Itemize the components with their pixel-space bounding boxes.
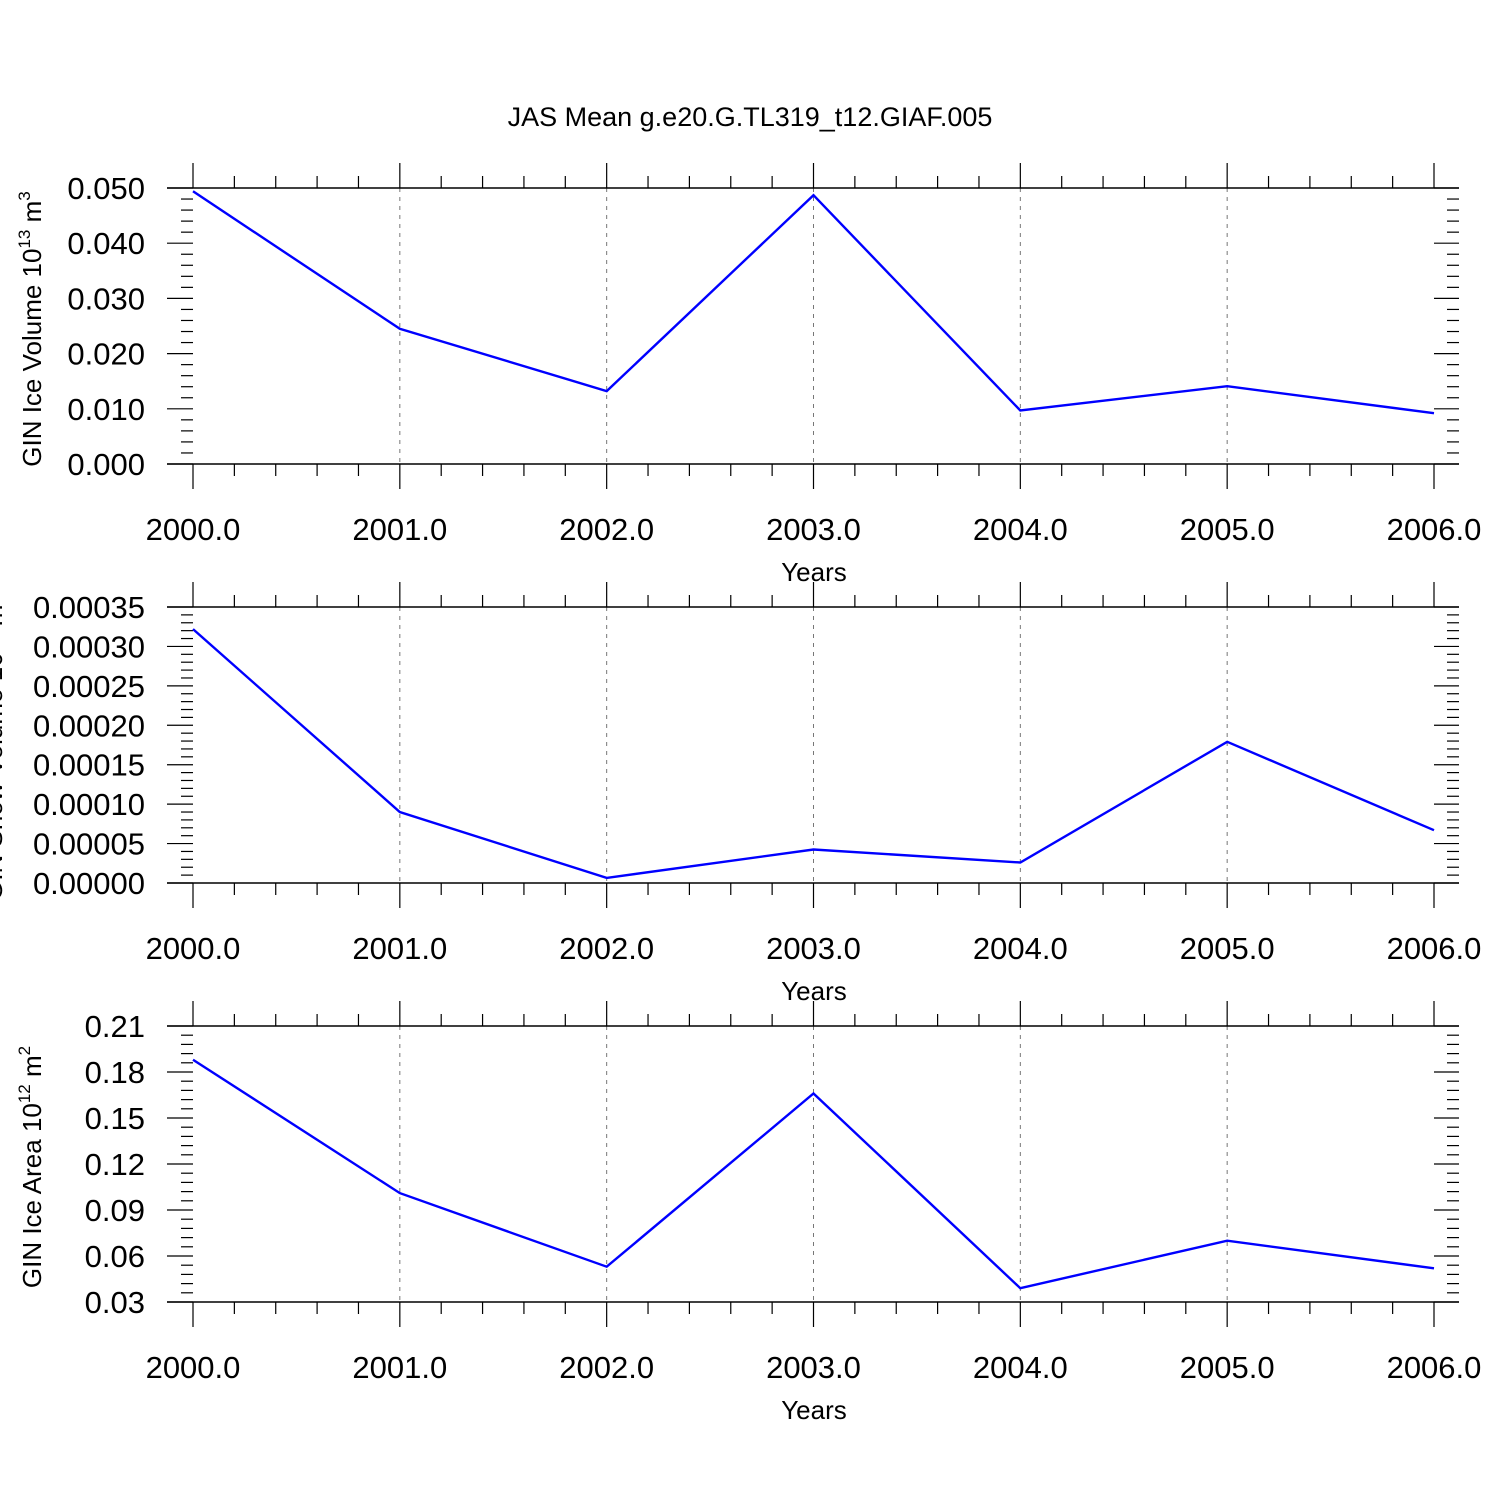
y-axis-title: GIN Ice Volume 1013 m3	[15, 191, 47, 467]
x-tick-label: 2005.0	[1180, 931, 1275, 966]
x-tick-label: 2004.0	[973, 512, 1068, 547]
y-tick-label: 0.030	[67, 281, 145, 316]
y-axis-title: GIN Ice Area 1012 m2	[15, 1046, 47, 1288]
x-tick-label: 2006.0	[1387, 1350, 1482, 1385]
x-axis-title: Years	[781, 1395, 847, 1425]
series-line	[192, 628, 1435, 880]
y-axis-title-part: GIN Ice Area 10	[17, 1103, 47, 1288]
series-line	[192, 190, 1435, 415]
chart-title: JAS Mean g.e20.G.TL319_t12.GIAF.005	[508, 102, 993, 132]
x-tick-label: 2000.0	[146, 931, 241, 966]
y-tick-label: 0.21	[85, 1009, 145, 1044]
x-tick-label: 2004.0	[973, 931, 1068, 966]
y-tick-label: 0.00030	[33, 629, 145, 664]
y-tick-label: 0.010	[67, 392, 145, 427]
y-tick-label: 0.09	[85, 1193, 145, 1228]
x-tick-label: 2002.0	[559, 512, 654, 547]
x-tick-label: 2003.0	[766, 512, 861, 547]
y-tick-label: 0.040	[67, 226, 145, 261]
y-axis-title-part: m	[0, 605, 8, 634]
y-axis-title-part: m	[17, 201, 47, 230]
x-tick-label: 2005.0	[1180, 1350, 1275, 1385]
y-axis-title-part: 13	[15, 230, 34, 249]
y-tick-label: 0.00035	[33, 590, 145, 625]
panel-3: 2000.0 2001.0 2002.0 2003.0 2004.0 2005.0 2006…	[15, 1001, 1481, 1425]
y-tick-label: 0.03	[85, 1285, 145, 1320]
x-tick-label: 2003.0	[766, 1350, 861, 1385]
x-tick-label: 2001.0	[352, 931, 447, 966]
x-tick-label: 2000.0	[146, 512, 241, 547]
x-tick-label: 2005.0	[1180, 512, 1275, 547]
y-axis-title-part: 2	[15, 1046, 34, 1055]
y-tick-label: 0.12	[85, 1147, 145, 1182]
y-tick-label: 0.000	[67, 447, 145, 482]
x-tick-label: 2006.0	[1387, 931, 1482, 966]
x-tick-label: 2004.0	[973, 1350, 1068, 1385]
x-tick-label: 2006.0	[1387, 512, 1482, 547]
x-tick-label: 2001.0	[352, 512, 447, 547]
y-tick-label: 0.15	[85, 1101, 145, 1136]
x-tick-label: 2002.0	[559, 1350, 654, 1385]
y-tick-label: 0.020	[67, 337, 145, 372]
panel-2: 2000.0 2001.0 2002.0 2003.0 2004.0 2005.0 2006…	[0, 582, 1481, 1006]
x-tick-label: 2002.0	[559, 931, 654, 966]
panel-1: 2000.0 2001.0 2002.0 2003.0 2004.0 2005.0 2006…	[15, 163, 1481, 587]
y-axis-title-part: 3	[15, 191, 34, 200]
y-axis-title-part: GIN Ice Volume 10	[17, 249, 47, 467]
y-axis-title-part: GIN Snow Volume 10	[0, 652, 8, 901]
y-tick-label: 0.00015	[33, 748, 145, 783]
y-tick-label: 0.06	[85, 1239, 145, 1274]
y-tick-label: 0.00020	[33, 708, 145, 743]
y-axis-title-part: m	[17, 1055, 47, 1084]
x-tick-label: 2000.0	[146, 1350, 241, 1385]
y-tick-label: 0.050	[67, 171, 145, 206]
series-line	[192, 1058, 1435, 1290]
x-tick-label: 2003.0	[766, 931, 861, 966]
y-tick-label: 0.00000	[33, 866, 145, 901]
y-tick-label: 0.00025	[33, 669, 145, 704]
y-tick-label: 0.18	[85, 1055, 145, 1090]
y-tick-label: 0.00010	[33, 787, 145, 822]
y-axis-title: GIN Snow Volume 1013 m3	[0, 595, 8, 901]
y-tick-label: 0.00005	[33, 827, 145, 862]
y-axis-title-part: 12	[15, 1084, 34, 1103]
x-tick-label: 2001.0	[352, 1350, 447, 1385]
